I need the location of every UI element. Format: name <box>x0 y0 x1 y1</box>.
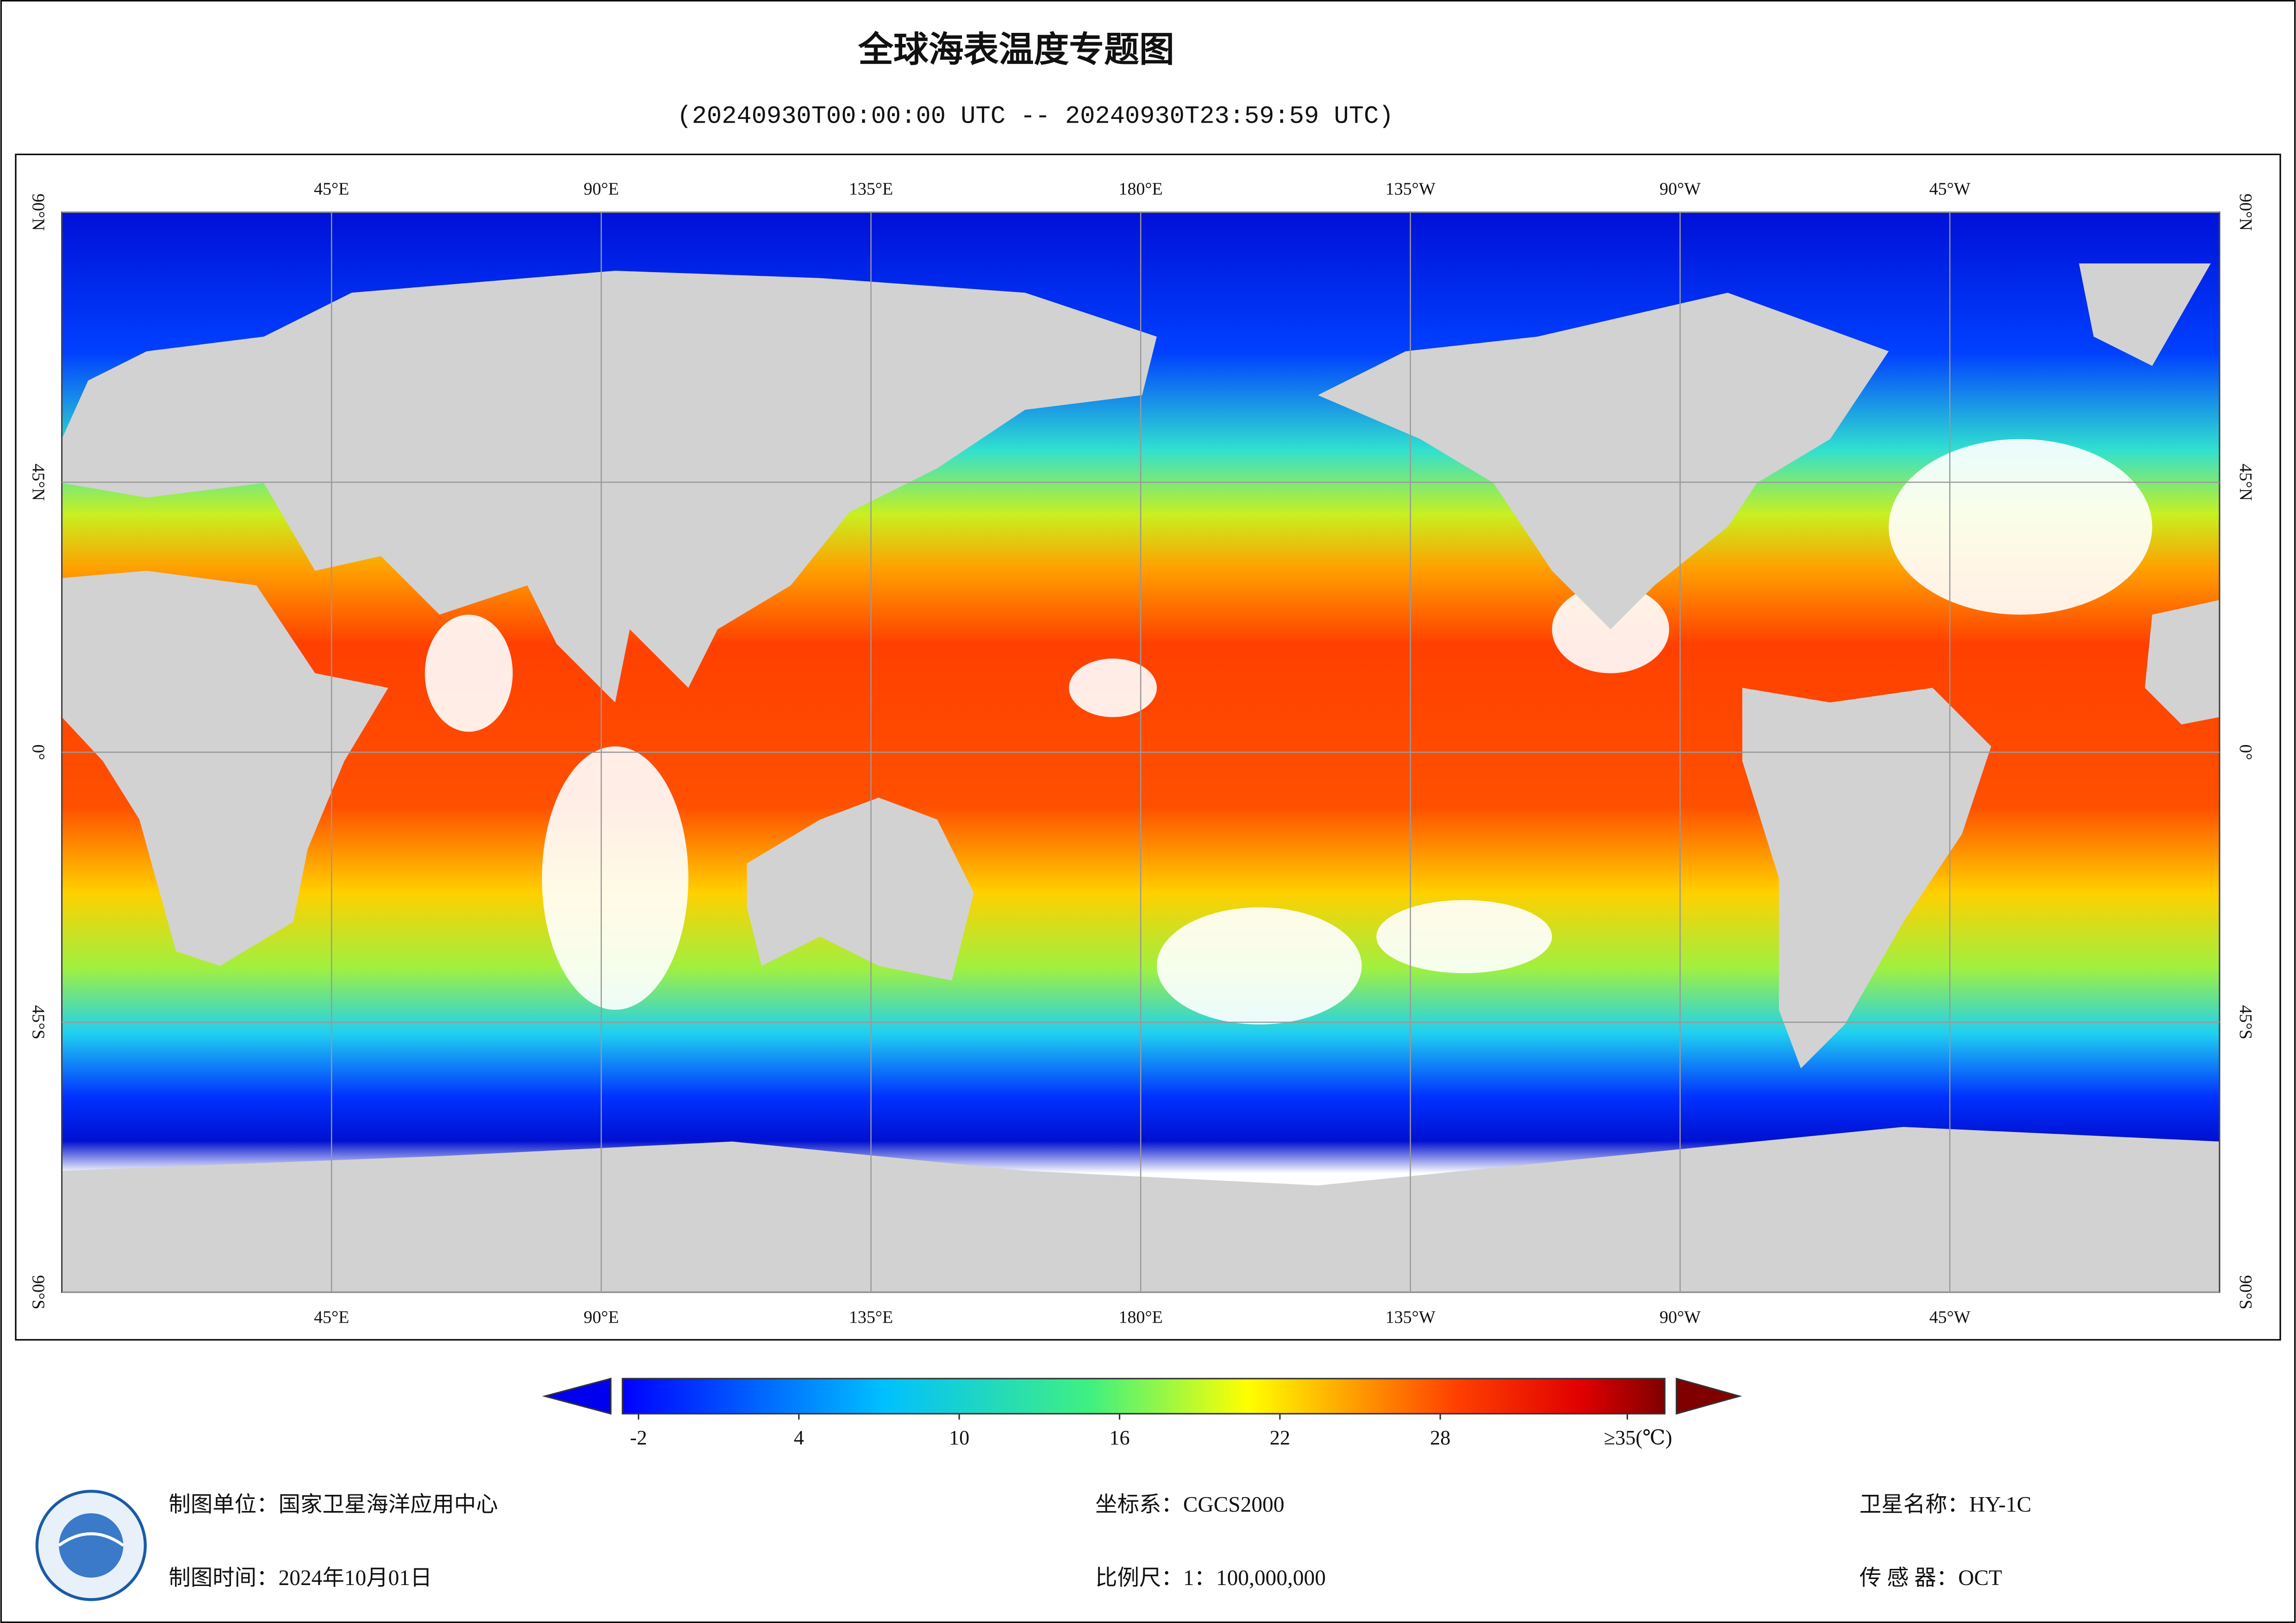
lon-label-bottom: 90°W <box>1660 1308 1701 1327</box>
lon-label-bottom: 90°E <box>584 1308 619 1327</box>
lon-label-top: 135°E <box>849 180 893 199</box>
colorbar-label: -2 <box>630 1426 647 1449</box>
colorbar-label: 10 <box>949 1426 969 1449</box>
lon-label-top: 135°W <box>1385 180 1435 199</box>
lat-label-left: 45°N <box>28 464 48 501</box>
map-frame <box>15 154 2281 1341</box>
lat-label-left: 45°S <box>28 1005 48 1039</box>
map-unit: 制图单位：国家卫星海洋应用中心 <box>168 1493 498 1517</box>
lat-label-right: 45°S <box>2236 1005 2255 1039</box>
colorbar-label: ≥35(℃) <box>1604 1426 1672 1449</box>
lat-label-left: 90°S <box>28 1275 48 1309</box>
colorbar-label: 4 <box>794 1426 804 1449</box>
lon-label-top: 180°E <box>1119 180 1163 199</box>
colorbar-label: 22 <box>1270 1426 1290 1449</box>
lon-label-bottom: 45°E <box>314 1308 349 1327</box>
lat-label-left: 0° <box>28 744 48 760</box>
colorbar <box>622 1378 1666 1415</box>
lat-label-right: 45°N <box>2236 464 2255 501</box>
lat-label-left: 90°N <box>28 193 48 231</box>
lat-label-right: 90°S <box>2236 1275 2255 1309</box>
cloud-gaps <box>351 314 2152 1025</box>
lat-label-right: 0° <box>2236 744 2255 760</box>
lon-label-top: 90°E <box>584 180 619 199</box>
lon-label-bottom: 45°W <box>1929 1308 1971 1327</box>
map-scale: 比例尺：1：100,000,000 <box>1095 1566 1326 1590</box>
satellite-name: 卫星名称：HY-1C <box>1859 1493 2031 1517</box>
lon-label-bottom: 135°W <box>1385 1308 1435 1327</box>
colorbar-label: 16 <box>1109 1426 1129 1449</box>
coordinate-system: 坐标系：CGCS2000 <box>1095 1493 1284 1517</box>
colorbar-low-arrow <box>542 1377 612 1415</box>
colorbar-label: 28 <box>1430 1426 1450 1449</box>
logo <box>35 1490 147 1601</box>
lon-label-bottom: 180°E <box>1119 1308 1163 1327</box>
sensor-name: 传 感 器：OCT <box>1859 1566 2002 1590</box>
lon-label-top: 45°E <box>314 180 349 199</box>
map-time: 制图时间：2024年10月01日 <box>168 1566 432 1590</box>
title: 全球海表温度专题图 <box>858 29 1174 70</box>
lat-label-right: 90°N <box>2236 193 2255 231</box>
lon-label-top: 90°W <box>1660 180 1701 199</box>
lon-label-bottom: 135°E <box>849 1308 893 1327</box>
colorbar-high-arrow <box>1676 1377 1742 1415</box>
subtitle: (20240930T00:00:00 UTC -- 20240930T23:59… <box>677 103 1393 131</box>
lon-label-top: 45°W <box>1929 180 1971 199</box>
